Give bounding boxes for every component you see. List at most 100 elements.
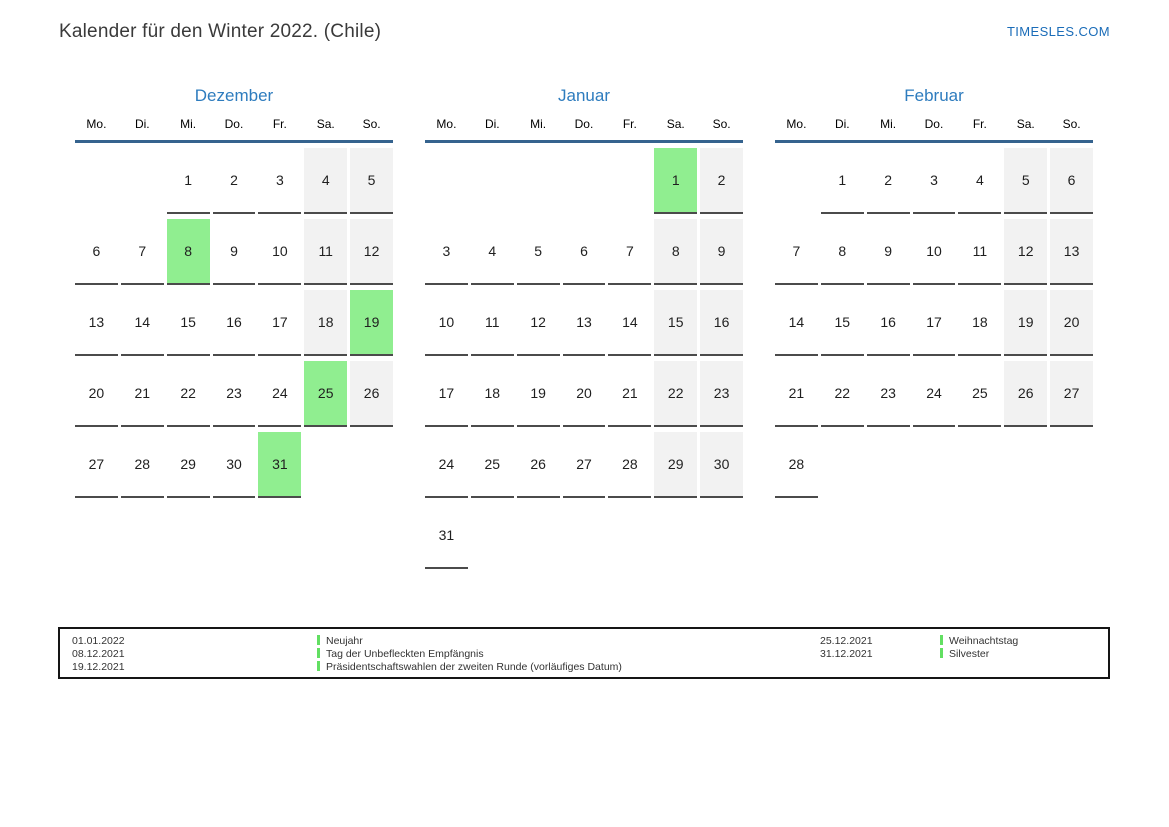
legend-dates-column-right: 25.12.2021 31.12.2021 bbox=[820, 635, 940, 661]
empty-day-cell bbox=[867, 432, 910, 498]
day-cell: 23 bbox=[866, 361, 910, 427]
day-cell: 6 bbox=[1050, 148, 1093, 214]
day-cell: 5 bbox=[516, 219, 560, 285]
day-cell: 17 bbox=[912, 290, 956, 356]
day-cell: 13 bbox=[562, 290, 606, 356]
days-grid: 1 2 3 4 5 6 7 8 9 10 11 12 13 14 15 16 17 18 19 20 21 22 23 24 2… bbox=[775, 148, 1093, 498]
weekday-label: Mi. bbox=[180, 117, 197, 131]
weekday-label: Do. bbox=[924, 117, 944, 131]
day-cell: 1 bbox=[166, 148, 210, 214]
empty-day-cell bbox=[471, 503, 514, 569]
holiday-marker-icon bbox=[940, 635, 943, 645]
day-cell: 29 bbox=[654, 432, 698, 498]
empty-day-cell bbox=[913, 432, 956, 498]
empty-day-cell bbox=[821, 432, 864, 498]
empty-day-cell bbox=[425, 148, 468, 214]
day-cell: 11 bbox=[304, 219, 348, 285]
day-cell: 18 bbox=[958, 290, 1002, 356]
day-cell: 18 bbox=[304, 290, 348, 356]
day-cell: 29 bbox=[166, 432, 210, 498]
weekday-label: Di. bbox=[134, 117, 150, 131]
days-grid: 1 2 3 4 5 6 7 8 9 10 11 12 13 14 15 16 17 18 19 20 21 22 23 24 2… bbox=[75, 148, 393, 498]
day-cell: 2 bbox=[866, 148, 910, 214]
day-cell: 2 bbox=[700, 148, 743, 214]
legend-date: 19.12.2021 bbox=[72, 661, 125, 673]
day-cell: 14 bbox=[120, 290, 164, 356]
empty-day-cell bbox=[517, 148, 560, 214]
day-cell: 28 bbox=[775, 432, 818, 498]
day-cell: 24 bbox=[425, 432, 468, 498]
empty-day-cell bbox=[350, 432, 393, 498]
holiday-marker-icon bbox=[940, 648, 943, 658]
day-cell: 8 bbox=[820, 219, 864, 285]
day-cell: 12 bbox=[516, 290, 560, 356]
day-cell: 23 bbox=[700, 361, 743, 427]
day-cell: 22 bbox=[166, 361, 210, 427]
day-cell: 20 bbox=[562, 361, 606, 427]
day-cell: 5 bbox=[1004, 148, 1048, 214]
day-cell: 24 bbox=[258, 361, 302, 427]
empty-day-cell bbox=[1050, 432, 1093, 498]
empty-day-cell bbox=[958, 432, 1001, 498]
empty-day-cell bbox=[775, 148, 818, 214]
day-cell: 12 bbox=[350, 219, 393, 285]
day-cell: 10 bbox=[425, 290, 468, 356]
day-cell: 3 bbox=[912, 148, 956, 214]
day-cell: 2 bbox=[212, 148, 256, 214]
legend-entry-label: Silvester bbox=[949, 648, 990, 660]
month-title: Februar bbox=[904, 86, 964, 105]
weekday-header-row: Mo. Di. Mi. Do. Fr. Sa. So. bbox=[425, 117, 743, 131]
day-cell: 15 bbox=[654, 290, 698, 356]
day-cell: 10 bbox=[912, 219, 956, 285]
day-cell: 24 bbox=[912, 361, 956, 427]
empty-day-cell bbox=[304, 432, 347, 498]
day-cell: 6 bbox=[562, 219, 606, 285]
holiday-marker-icon bbox=[317, 648, 320, 658]
day-cell: 28 bbox=[120, 432, 164, 498]
header-divider-line bbox=[75, 140, 393, 143]
empty-day-cell bbox=[121, 148, 164, 214]
day-cell: 16 bbox=[212, 290, 256, 356]
empty-day-cell bbox=[1004, 432, 1047, 498]
legend-entry-label: Präsidentschaftswahlen der zweiten Runde… bbox=[326, 661, 622, 673]
month-title: Dezember bbox=[194, 86, 274, 105]
empty-day-cell bbox=[654, 503, 697, 569]
weekday-label: Mo. bbox=[436, 117, 457, 131]
empty-day-cell bbox=[608, 503, 651, 569]
legend-date: 31.12.2021 bbox=[820, 648, 873, 660]
holiday-marker-icon bbox=[317, 661, 320, 671]
weekday-label: Di. bbox=[484, 117, 500, 131]
legend-entry: Tag der Unbefleckten Empfängnis bbox=[317, 648, 820, 661]
empty-day-cell bbox=[517, 503, 560, 569]
day-cell: 7 bbox=[775, 219, 818, 285]
day-cell: 4 bbox=[470, 219, 514, 285]
day-cell: 13 bbox=[75, 290, 118, 356]
day-cell: 19 bbox=[350, 290, 393, 356]
header-divider-line bbox=[425, 140, 743, 143]
day-cell: 14 bbox=[608, 290, 652, 356]
day-cell: 4 bbox=[304, 148, 348, 214]
day-cell: 31 bbox=[258, 432, 302, 498]
day-cell: 9 bbox=[212, 219, 256, 285]
day-cell: 21 bbox=[775, 361, 818, 427]
day-cell: 30 bbox=[700, 432, 743, 498]
legend-date: 01.01.2022 bbox=[72, 635, 125, 647]
day-cell: 26 bbox=[516, 432, 560, 498]
day-cell: 28 bbox=[608, 432, 652, 498]
day-cell: 8 bbox=[654, 219, 698, 285]
weekday-header-row: Mo. Di. Mi. Do. Fr. Sa. So. bbox=[775, 117, 1093, 131]
header-divider-line bbox=[775, 140, 1093, 143]
day-cell: 25 bbox=[304, 361, 348, 427]
day-cell: 15 bbox=[166, 290, 210, 356]
holiday-marker-icon bbox=[317, 635, 320, 645]
site-link[interactable]: TIMESLES.COM bbox=[1006, 24, 1110, 39]
month-title: Januar bbox=[558, 86, 610, 105]
empty-day-cell bbox=[563, 148, 606, 214]
weekday-label: Mi. bbox=[880, 117, 897, 131]
empty-day-cell bbox=[563, 503, 606, 569]
weekday-label: So. bbox=[712, 117, 731, 131]
legend-events-column-left: Neujahr Tag der Unbefleckten Empfängnis … bbox=[317, 635, 820, 674]
day-cell: 25 bbox=[470, 432, 514, 498]
day-cell: 12 bbox=[1004, 219, 1048, 285]
day-cell: 15 bbox=[820, 290, 864, 356]
